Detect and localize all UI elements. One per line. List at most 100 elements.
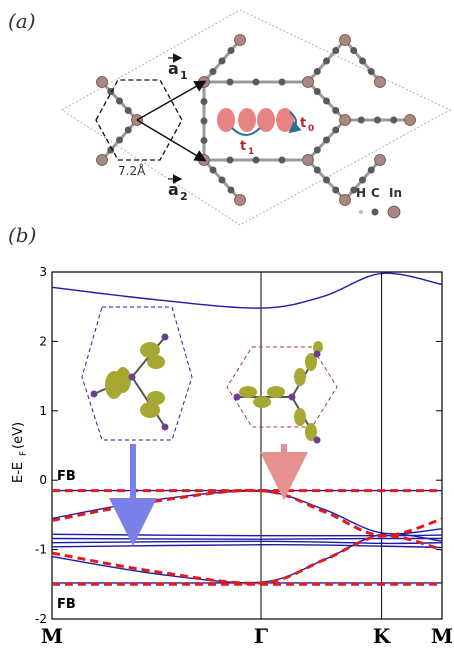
k-point-label: M bbox=[41, 624, 63, 648]
carbon-atom bbox=[323, 97, 330, 105]
inset-dirac-orbital bbox=[226, 341, 338, 444]
carbon-atom bbox=[313, 88, 321, 95]
carbon-atom bbox=[218, 57, 226, 65]
indium-atom bbox=[339, 194, 351, 206]
k-point-label: Γ bbox=[254, 624, 268, 648]
svg-text:F: F bbox=[19, 451, 29, 456]
svg-text:t: t bbox=[300, 116, 306, 131]
svg-text:1: 1 bbox=[180, 69, 188, 82]
svg-text:E-E: E-E bbox=[11, 462, 26, 483]
a2-label: a 2 bbox=[168, 174, 188, 203]
y-tick-label: 2 bbox=[39, 334, 47, 348]
indium-atom bbox=[96, 154, 108, 166]
molecular-lattice bbox=[96, 34, 416, 206]
carbon-atom bbox=[323, 176, 330, 184]
indium-atom bbox=[234, 194, 246, 206]
lattice-constant-label: 7.2Å bbox=[118, 163, 146, 178]
carbon-atom bbox=[124, 126, 132, 134]
carbon-atom bbox=[350, 47, 358, 54]
panel-b: (b) -2 -1 0 1 2 3 M Γ K M E-E F (eV) FB FB bbox=[8, 223, 453, 648]
carbon-atom bbox=[116, 97, 123, 105]
fb-label-top: FB bbox=[57, 469, 76, 484]
carbon-atom bbox=[323, 136, 330, 144]
carbon-atom bbox=[313, 146, 321, 154]
carbon-atom bbox=[367, 68, 375, 75]
carbon-atom bbox=[252, 156, 260, 164]
carbon-atom bbox=[227, 47, 235, 54]
carbon-atom bbox=[124, 107, 132, 114]
y-tick-label: 1 bbox=[39, 404, 47, 418]
panel-b-label: (b) bbox=[8, 223, 36, 247]
y-axis-ticks: -2 -1 0 1 2 3 bbox=[35, 265, 442, 626]
vector-a1 bbox=[136, 80, 207, 121]
legend-in: In bbox=[389, 186, 402, 200]
atom-legend: H C In bbox=[356, 186, 402, 219]
carbon-atom bbox=[218, 176, 226, 184]
indium-atom bbox=[374, 154, 386, 166]
indium-atom bbox=[302, 154, 314, 166]
dft-band-line bbox=[51, 272, 443, 309]
carbon-atom bbox=[359, 176, 366, 184]
svg-text:a: a bbox=[168, 180, 179, 199]
carbon-atom bbox=[374, 116, 381, 124]
svg-text:2: 2 bbox=[180, 190, 188, 203]
carbon-atom bbox=[116, 136, 123, 144]
t1-arc bbox=[231, 127, 261, 136]
y-tick-label: 3 bbox=[39, 265, 47, 279]
t1-label: t 1 bbox=[240, 139, 254, 157]
carbon-atom bbox=[107, 146, 115, 154]
carbon-atom bbox=[332, 47, 340, 54]
indium-atom bbox=[302, 76, 314, 88]
vector-a2 bbox=[136, 119, 207, 162]
carbon-atom bbox=[200, 137, 208, 144]
carbon-atom bbox=[332, 126, 340, 134]
carbon-atom bbox=[359, 57, 366, 65]
y-axis-label: E-E F (eV) bbox=[11, 422, 29, 483]
indium-atom bbox=[339, 114, 351, 126]
y-tick-label: -1 bbox=[35, 543, 47, 557]
svg-text:t: t bbox=[240, 139, 246, 154]
indium-atom-icon bbox=[387, 205, 401, 219]
hopping-highlight bbox=[217, 108, 302, 136]
carbon-atom bbox=[226, 156, 234, 164]
carbon-atom bbox=[332, 186, 340, 194]
carbon-atom bbox=[357, 116, 365, 124]
svg-text:(eV): (eV) bbox=[11, 422, 26, 449]
panel-a-label: (a) bbox=[8, 9, 36, 33]
indium-atom bbox=[374, 76, 386, 88]
carbon-atom bbox=[209, 68, 217, 75]
carbon-atom bbox=[278, 78, 286, 86]
fb-label-bottom: FB bbox=[57, 597, 76, 612]
svg-text:a: a bbox=[168, 59, 179, 78]
carbon-atom bbox=[350, 186, 358, 194]
carbon-atom bbox=[332, 107, 340, 114]
legend-h: H bbox=[356, 186, 366, 200]
indium-atom bbox=[234, 34, 246, 46]
hydrogen-atom-icon bbox=[359, 210, 363, 214]
carbon-atom bbox=[313, 166, 321, 174]
k-point-label: M bbox=[431, 624, 453, 648]
indium-atom bbox=[404, 114, 416, 126]
hexagon-cell bbox=[95, 79, 183, 161]
dft-band-line bbox=[51, 544, 443, 549]
y-tick-label: -2 bbox=[35, 612, 47, 626]
carbon-atom bbox=[323, 57, 330, 65]
carbon-atom bbox=[313, 68, 321, 75]
carbon-atom bbox=[200, 98, 208, 105]
panel-a: (a) a 1 a 2 7.2Å t bbox=[8, 9, 452, 226]
k-point-label: K bbox=[373, 624, 391, 648]
inset-flat-band-orbital bbox=[81, 306, 193, 441]
indium-atom bbox=[96, 76, 108, 88]
carbon-atom bbox=[226, 78, 234, 86]
tb-band-line bbox=[51, 534, 443, 585]
carbon-atom bbox=[209, 166, 217, 174]
carbon-atom bbox=[367, 166, 375, 174]
dft-band-line bbox=[51, 537, 443, 540]
a1-label: a 1 bbox=[168, 53, 188, 82]
plot-frame bbox=[51, 271, 443, 620]
carbon-atom bbox=[200, 117, 208, 125]
unit-cell-rhombus bbox=[61, 9, 452, 226]
t0-arc bbox=[288, 111, 302, 134]
